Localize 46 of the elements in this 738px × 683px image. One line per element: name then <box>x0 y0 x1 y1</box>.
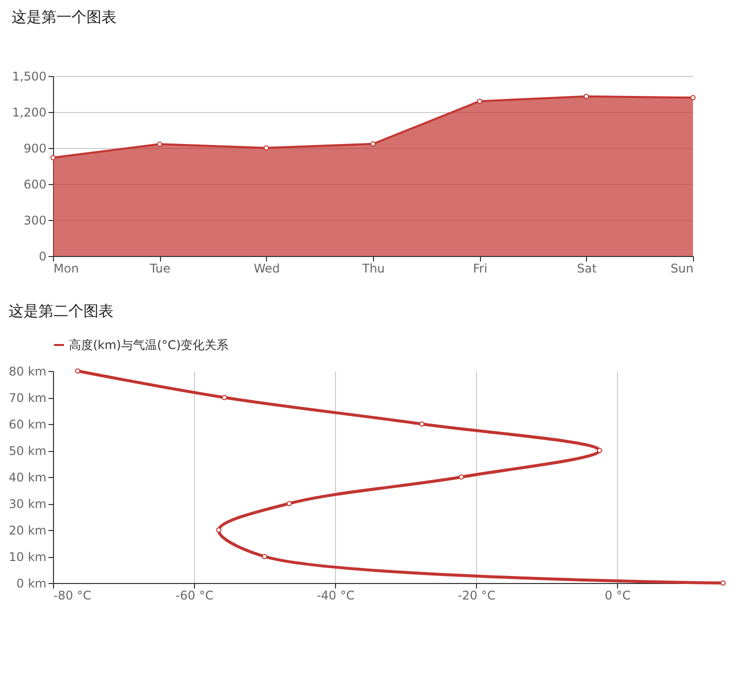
y-tick-label: 0 km <box>16 576 46 590</box>
x-tick-label: Sat <box>576 262 597 276</box>
y-tick-label: 30 km <box>8 497 46 511</box>
point <box>75 368 80 374</box>
point <box>419 421 424 427</box>
x-tick-label: Sun <box>670 262 694 276</box>
x-tick-label: Thu <box>361 262 385 276</box>
y-tick-label: 20 km <box>8 524 46 538</box>
x-tick-label: -60 °C <box>176 588 214 602</box>
point <box>286 500 292 506</box>
point <box>720 580 726 586</box>
y-tick-label: 40 km <box>8 470 46 484</box>
x-tick-label: 0 °C <box>604 588 631 602</box>
chart-title: 这是第一个图表 <box>12 8 117 26</box>
y-tick-label: 0 <box>38 250 46 264</box>
y-tick-label: 900 <box>24 142 46 156</box>
x-tick-label: Fri <box>473 262 488 276</box>
y-tick-label: 50 km <box>8 444 46 458</box>
x-tick-label: Wed <box>254 262 280 276</box>
point <box>477 98 482 104</box>
point <box>596 448 602 454</box>
x-tick-label: Mon <box>54 262 79 276</box>
point <box>584 94 589 100</box>
point <box>262 554 268 560</box>
point <box>690 94 696 100</box>
point <box>264 145 269 150</box>
y-tick-label: 1,200 <box>12 106 46 120</box>
x-tick-label: -40 °C <box>316 588 355 602</box>
x-tick-label: -80 °C <box>54 588 92 602</box>
point <box>222 394 227 400</box>
legend-label: 高度(km)与气温(°C)变化关系 <box>69 338 229 352</box>
y-tick-label: 1,500 <box>12 70 46 84</box>
point <box>458 474 464 480</box>
x-tick-label: -20 °C <box>458 588 496 602</box>
y-tick-label: 300 <box>24 214 46 228</box>
point <box>370 141 376 147</box>
point <box>50 154 56 160</box>
y-tick-label: 600 <box>24 178 46 192</box>
y-tick-label: 60 km <box>8 418 46 432</box>
x-tick-label: Tue <box>148 262 170 276</box>
y-tick-label: 80 km <box>8 364 46 378</box>
y-tick-label: 70 km <box>8 391 46 405</box>
chart-title: 这是第二个图表 <box>8 302 114 320</box>
point <box>157 142 162 147</box>
point <box>216 527 222 533</box>
y-tick-label: 10 km <box>8 550 46 564</box>
